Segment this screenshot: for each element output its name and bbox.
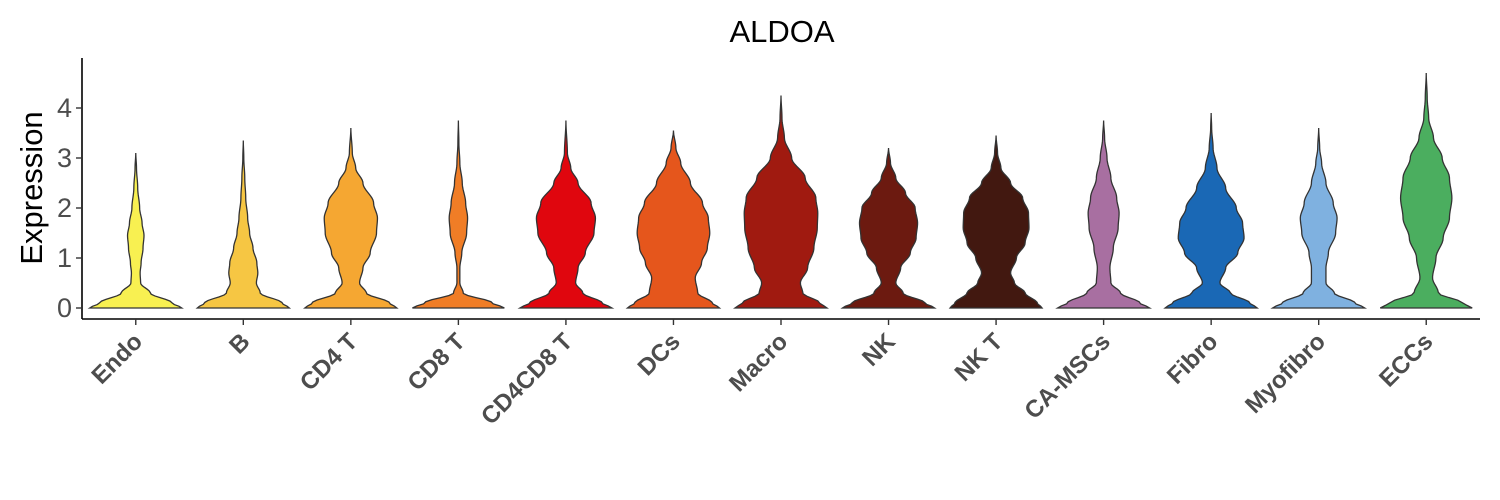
y-axis-label: Expression [14, 111, 49, 264]
x-tick-label: Fibro [1162, 328, 1224, 390]
y-tick-label: 3 [57, 143, 72, 173]
violin-eccs [1379, 72, 1473, 309]
x-tick-label: CD4CD8 T [476, 328, 578, 430]
violin-myofibro [1270, 127, 1368, 309]
x-tick-label: NK [857, 328, 901, 372]
x-tick-label: CA-MSCs [1019, 328, 1115, 424]
violin-nk [840, 147, 937, 309]
y-axis: 0 1 2 3 4 [57, 58, 83, 323]
y-tick-label: 4 [57, 93, 72, 123]
x-tick-label: Myofibro [1240, 328, 1331, 419]
violin-nk-t [948, 135, 1044, 309]
violin-endo [87, 152, 184, 309]
y-tick-label: 1 [57, 243, 72, 273]
x-tick-label: CD4 T [295, 328, 363, 396]
violin-b [195, 140, 292, 309]
x-axis: Endo B CD4 T CD8 T CD4CD8 T DCs Macro NK NK T CA-… [82, 318, 1480, 430]
violins-group [87, 72, 1473, 309]
y-tick-label: 0 [57, 293, 72, 323]
x-tick-label: ECCs [1374, 328, 1438, 392]
x-tick-label: B [224, 328, 255, 359]
violin-ca-mscs [1055, 120, 1153, 309]
violin-cd4cd8-t [517, 120, 615, 309]
x-tick-label: Endo [86, 328, 148, 390]
violin-macro [732, 95, 830, 309]
violin-fibro [1163, 112, 1260, 309]
y-tick-label: 2 [57, 193, 72, 223]
x-tick-label: CD8 T [403, 328, 471, 396]
violin-dcs [625, 130, 722, 309]
chart-title: ALDOA [729, 14, 834, 49]
x-tick-label: Macro [724, 328, 793, 397]
violin-cd4-t [302, 127, 399, 309]
x-tick-label: NK T [950, 328, 1009, 387]
violin-cd8-t [412, 120, 505, 309]
x-tick-label: DCs [633, 328, 686, 381]
